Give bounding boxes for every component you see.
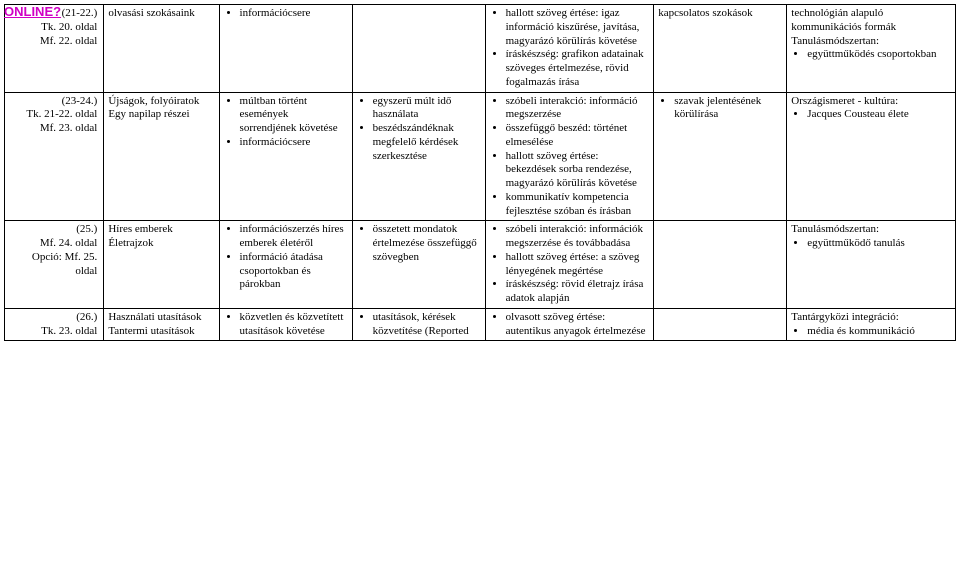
- col2-list: információcsere: [224, 7, 348, 21]
- col4-list: hallott szöveg értése: igaz információ k…: [490, 7, 650, 90]
- curriculum-table: (21-22.)Tk. 20. oldalMf. 22. oldalolvasá…: [4, 4, 956, 341]
- col4-list: olvasott szöveg értése: autentikus anyag…: [490, 311, 650, 339]
- col4-list: szóbeli interakció: információk megszerz…: [490, 223, 650, 306]
- col6-lines: technológián alapuló kommunikációs formá…: [791, 7, 951, 48]
- table-row: (25.)Mf. 24. oldalOpció: Mf. 25. oldal Hí…: [5, 221, 956, 309]
- col4-list: szóbeli interakció: információ megszerzé…: [490, 95, 650, 219]
- col6-list: együttműködő tanulás: [791, 237, 951, 251]
- lesson-ref: (23-24.)Tk. 21-22. oldalMf. 23. oldal: [9, 95, 97, 136]
- col3-list: egyszerű múlt idő használatabeszédszándé…: [357, 95, 481, 164]
- col5-lines: kapcsolatos szokások: [658, 7, 782, 21]
- col2-list: közvetlen és közvetített utasítások köve…: [224, 311, 348, 339]
- col6-lines: Tanulásmódszertan:: [791, 223, 951, 237]
- col2-list: múltban történt események sorrendjének k…: [224, 95, 348, 150]
- col6-lines: Tantárgyközi integráció:: [791, 311, 951, 325]
- topic: Híres emberekÉletrajzok: [108, 223, 214, 251]
- online-badge: ONLINE?: [4, 4, 61, 19]
- col6-list: együttműködés csoportokban: [791, 48, 951, 62]
- col3-list: összetett mondatok értelmezése összefügg…: [357, 223, 481, 264]
- col6-lines: Országismeret - kultúra:: [791, 95, 951, 109]
- col6-list: Jacques Cousteau élete: [791, 108, 951, 122]
- col6-list: média és kommunikáció: [791, 325, 951, 339]
- table-row: (21-22.)Tk. 20. oldalMf. 22. oldalolvasá…: [5, 5, 956, 93]
- topic: Használati utasításokTantermi utasítások: [108, 311, 214, 339]
- topic: Újságok, folyóiratokEgy napilap részei: [108, 95, 214, 123]
- table-row: (23-24.)Tk. 21-22. oldalMf. 23. oldal Újs…: [5, 92, 956, 221]
- col2-list: információszerzés híres emberek életéről…: [224, 223, 348, 292]
- col3-list: utasítások, kérések közvetítése (Reporte…: [357, 311, 481, 339]
- table-row: (26.)Tk. 23. oldal Használati utasításokT…: [5, 308, 956, 341]
- lesson-ref: (26.)Tk. 23. oldal: [9, 311, 97, 339]
- lesson-ref: (25.)Mf. 24. oldalOpció: Mf. 25. oldal: [9, 223, 97, 278]
- col5-list: szavak jelentésének körülírása: [658, 95, 782, 123]
- topic: olvasási szokásaink: [108, 7, 214, 21]
